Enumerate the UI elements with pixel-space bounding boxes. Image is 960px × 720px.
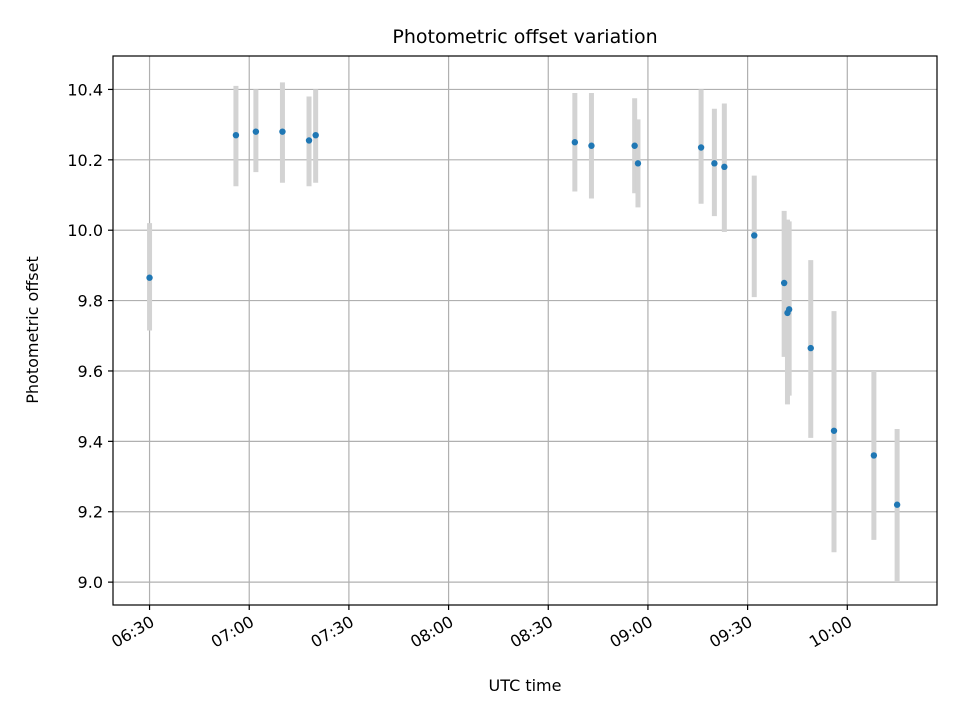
data-point [232, 131, 240, 139]
y-tick-label: 10.2 [67, 151, 103, 170]
data-point [634, 160, 642, 167]
x-tick-label: 06:30 [108, 612, 157, 652]
y-tick-label: 10.0 [67, 221, 103, 240]
data-point [571, 139, 579, 146]
data-point [830, 427, 838, 434]
chart-title: Photometric offset variation [392, 26, 657, 48]
data-point [721, 163, 728, 171]
grid [113, 56, 937, 605]
data-point [305, 137, 313, 144]
data-point [807, 344, 814, 352]
y-axis-label: Photometric offset [23, 256, 42, 404]
data-points [146, 128, 901, 508]
data-point [146, 274, 153, 281]
x-tick-label: 10:00 [806, 612, 855, 652]
x-tick-label: 08:30 [507, 612, 556, 652]
data-point [631, 142, 638, 149]
data-point [697, 144, 705, 151]
y-axis-ticks: 9.0 9.2 9.4 9.6 9.8 10.0 10.2 10.4 [67, 80, 113, 592]
y-tick-label: 9.8 [78, 292, 103, 311]
data-point [588, 142, 595, 149]
x-tick-label: 09:30 [706, 612, 755, 652]
y-tick-label: 9.0 [78, 573, 103, 592]
data-point [751, 232, 758, 239]
y-tick-label: 10.4 [67, 80, 103, 99]
data-point [893, 501, 901, 508]
y-tick-label: 9.6 [78, 362, 103, 381]
y-tick-label: 9.2 [78, 503, 103, 522]
data-point [785, 306, 793, 313]
plot-frame [112, 55, 938, 606]
x-tick-label: 07:00 [208, 612, 257, 652]
data-point [312, 131, 319, 139]
x-tick-label: 07:30 [307, 612, 356, 652]
data-point [870, 452, 878, 459]
data-point [780, 279, 788, 287]
x-axis-ticks: 06:30 07:00 07:30 08:00 08:30 09:00 09:30 10:00 [108, 605, 855, 652]
error-bars [147, 82, 900, 583]
x-axis-label: UTC time [489, 676, 562, 695]
data-point [252, 128, 260, 135]
data-point [711, 160, 718, 167]
x-tick-label: 09:00 [607, 612, 656, 652]
y-tick-label: 9.4 [78, 432, 103, 451]
data-point [279, 128, 286, 135]
x-tick-label: 08:00 [407, 612, 456, 652]
